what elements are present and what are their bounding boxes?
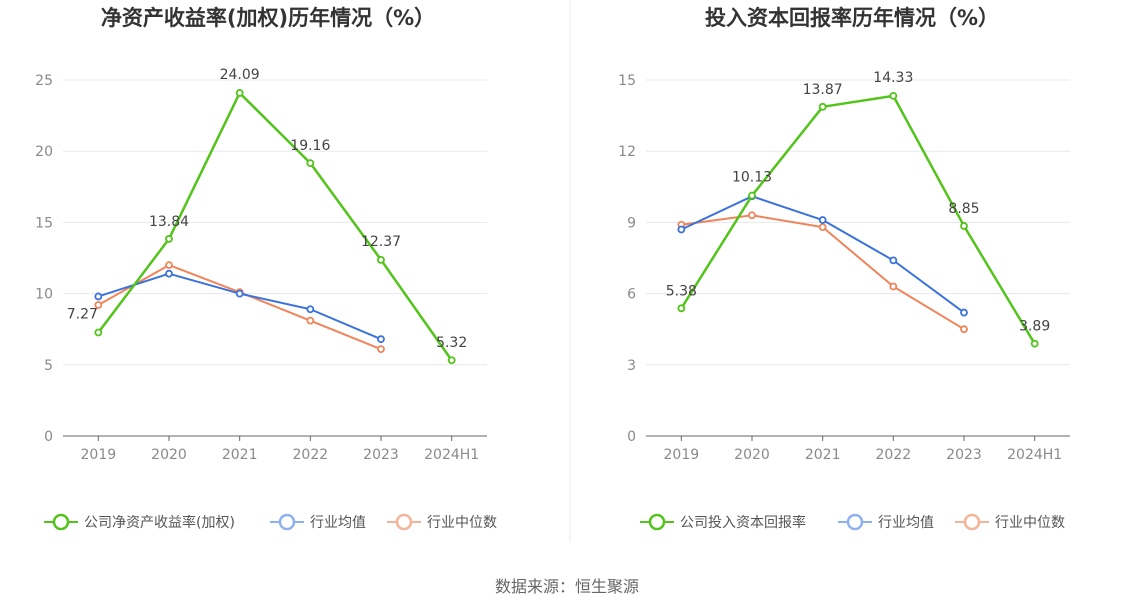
data-point <box>960 222 968 230</box>
data-point <box>960 325 968 334</box>
data-point <box>818 102 827 111</box>
y-tick-label: 12 <box>618 144 636 160</box>
data-point <box>1030 339 1039 348</box>
data-label: 5.38 <box>666 283 697 299</box>
x-tick-label: 2019 <box>664 447 700 463</box>
x-tick-label: 2023 <box>363 447 399 463</box>
data-point <box>677 304 686 313</box>
data-point <box>165 235 173 243</box>
x-tick-label: 2020 <box>151 447 187 463</box>
y-tick-label: 9 <box>627 215 636 231</box>
data-point <box>235 89 244 97</box>
y-tick-label: 15 <box>35 215 53 231</box>
legend-marker <box>846 513 864 531</box>
y-tick-label: 5 <box>44 358 53 374</box>
data-point <box>818 223 827 232</box>
legend-marker <box>278 513 296 531</box>
x-tick-label: 2023 <box>946 447 982 463</box>
legend-marker <box>395 513 413 531</box>
data-point <box>889 256 898 265</box>
legend-marker <box>648 513 666 531</box>
data-point <box>960 308 968 317</box>
x-tick-label: 2022 <box>876 447 912 463</box>
y-tick-label: 10 <box>35 287 53 303</box>
data-point <box>165 261 173 270</box>
data-label: 24.09 <box>220 67 260 83</box>
legend-entry: 公司净资产收益率(加权) <box>84 514 235 531</box>
x-tick-label: 2021 <box>222 447 258 463</box>
y-tick-label: 0 <box>627 429 636 445</box>
data-point <box>165 269 173 278</box>
data-point <box>889 282 898 291</box>
legend-entry: 行业中位数 <box>427 515 497 531</box>
data-label: 10.13 <box>732 170 772 186</box>
data-point <box>377 335 385 344</box>
x-tick-label: 2022 <box>293 447 329 463</box>
y-tick-label: 0 <box>44 429 53 445</box>
data-label: 5.32 <box>436 335 467 351</box>
data-point <box>94 292 103 301</box>
data-point <box>306 316 315 325</box>
data-label: 13.84 <box>149 214 189 230</box>
data-point <box>377 255 385 264</box>
data-label: 12.37 <box>361 234 401 250</box>
data-point <box>235 289 244 298</box>
data-label: 3.89 <box>1019 319 1050 335</box>
y-tick-label: 20 <box>35 144 53 160</box>
y-tick-label: 6 <box>627 287 636 303</box>
data-point <box>94 301 103 309</box>
data-point <box>377 345 385 354</box>
data-label: 7.27 <box>67 306 98 322</box>
x-tick-label: 2024H1 <box>1007 447 1062 463</box>
legend-entry: 公司投入资本回报率 <box>680 514 806 531</box>
x-tick-label: 2019 <box>81 447 117 463</box>
data-point <box>748 191 756 200</box>
data-source: 数据来源：恒生聚源 <box>495 577 639 596</box>
legend-marker <box>963 513 981 531</box>
data-label: 8.85 <box>948 201 979 217</box>
data-label: 19.16 <box>290 138 330 154</box>
legend-entry: 行业中位数 <box>995 515 1065 531</box>
series-line <box>97 91 453 361</box>
data-label: 14.33 <box>873 70 913 86</box>
data-point <box>306 159 315 168</box>
data-point <box>748 211 756 220</box>
y-tick-label: 15 <box>618 73 636 89</box>
series-line <box>681 214 965 331</box>
legend-marker <box>52 513 70 531</box>
data-point <box>94 328 103 337</box>
data-point <box>306 305 315 314</box>
y-tick-label: 25 <box>35 73 53 89</box>
series-line <box>680 195 965 314</box>
x-tick-label: 2024H1 <box>424 447 479 463</box>
data-label: 13.87 <box>803 82 843 98</box>
data-point <box>889 92 898 100</box>
chart-title: 净资产收益率(加权)历年情况（%） <box>101 6 435 30</box>
series-line <box>98 272 382 341</box>
legend-entry: 行业均值 <box>878 515 934 531</box>
series-line <box>680 94 1036 345</box>
x-tick-label: 2021 <box>805 447 841 463</box>
chart-title: 投入资本回报率历年情况（%） <box>705 6 999 30</box>
data-point <box>677 225 686 234</box>
data-point <box>818 216 827 224</box>
legend-entry: 行业均值 <box>310 515 366 531</box>
y-tick-label: 3 <box>627 358 636 374</box>
data-point <box>447 356 456 365</box>
x-tick-label: 2020 <box>734 447 770 463</box>
